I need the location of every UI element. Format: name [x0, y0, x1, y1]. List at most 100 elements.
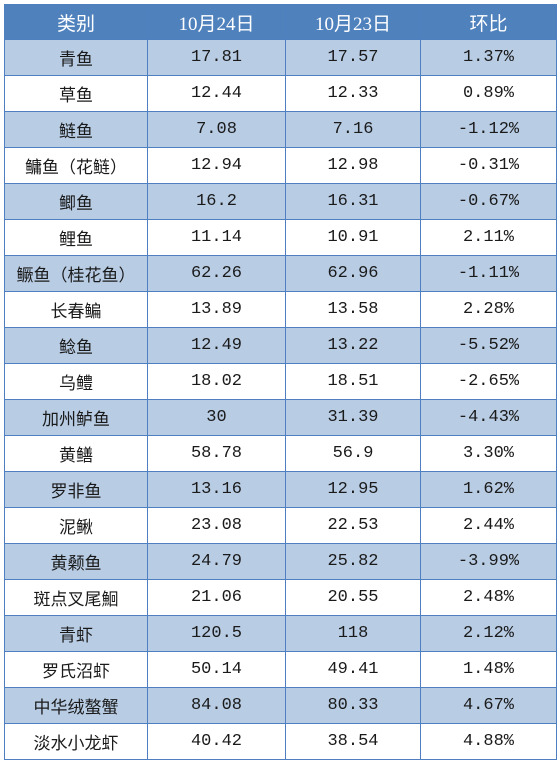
oct23-price-cell: 16.31 [285, 183, 421, 220]
oct23-price-cell: 22.53 [285, 507, 421, 544]
oct24-price-cell: 13.89 [147, 291, 286, 328]
change-cell: -1.11% [420, 255, 557, 292]
category-cell: 黄鳝 [4, 435, 148, 472]
oct23-price-cell: 31.39 [285, 399, 421, 436]
table-row: 青虾 120.5 118 2.12% [4, 615, 557, 652]
change-cell: 2.44% [420, 507, 557, 544]
change-cell: -3.99% [420, 543, 557, 580]
table-row: 长春鳊 13.89 13.58 2.28% [4, 291, 557, 328]
table-row: 乌鳢 18.02 18.51 -2.65% [4, 363, 557, 400]
change-cell: 1.48% [420, 651, 557, 688]
table-row: 青鱼 17.81 17.57 1.37% [4, 39, 557, 76]
table-header: 类别 10月24日 10月23日 环比 [4, 4, 557, 40]
category-cell: 长春鳊 [4, 291, 148, 328]
category-cell: 乌鳢 [4, 363, 148, 400]
header-row: 类别 10月24日 10月23日 环比 [4, 4, 557, 40]
oct24-price-cell: 18.02 [147, 363, 286, 400]
oct23-price-cell: 62.96 [285, 255, 421, 292]
table-row: 鲶鱼 12.49 13.22 -5.52% [4, 327, 557, 364]
oct24-price-cell: 21.06 [147, 579, 286, 616]
table-row: 草鱼 12.44 12.33 0.89% [4, 75, 557, 112]
oct23-price-cell: 80.33 [285, 687, 421, 724]
category-cell: 斑点叉尾鮰 [4, 579, 148, 616]
category-cell: 中华绒螯蟹 [4, 687, 148, 724]
oct23-price-cell: 38.54 [285, 723, 421, 760]
table-row: 加州鲈鱼 30 31.39 -4.43% [4, 399, 557, 436]
change-cell: -0.31% [420, 147, 557, 184]
oct23-price-cell: 13.22 [285, 327, 421, 364]
oct23-price-cell: 12.98 [285, 147, 421, 184]
category-cell: 鲫鱼 [4, 183, 148, 220]
price-table: 类别 10月24日 10月23日 环比 青鱼 17.81 17.57 1.37% 草鱼 1… [4, 4, 557, 760]
category-cell: 罗氏沼虾 [4, 651, 148, 688]
category-cell: 草鱼 [4, 75, 148, 112]
category-cell: 鲤鱼 [4, 219, 148, 256]
category-cell: 鳜鱼（桂花鱼） [4, 255, 148, 292]
oct23-price-cell: 7.16 [285, 111, 421, 148]
category-cell: 鲢鱼 [4, 111, 148, 148]
oct24-price-cell: 12.44 [147, 75, 286, 112]
oct24-price-cell: 120.5 [147, 615, 286, 652]
oct23-price-cell: 13.58 [285, 291, 421, 328]
table-row: 罗氏沼虾 50.14 49.41 1.48% [4, 651, 557, 688]
table-row: 黄鳝 58.78 56.9 3.30% [4, 435, 557, 472]
oct24-price-cell: 12.49 [147, 327, 286, 364]
oct24-price-cell: 17.81 [147, 39, 286, 76]
oct23-price-cell: 17.57 [285, 39, 421, 76]
oct23-price-cell: 25.82 [285, 543, 421, 580]
table-row: 泥鳅 23.08 22.53 2.44% [4, 507, 557, 544]
table-row: 中华绒螯蟹 84.08 80.33 4.67% [4, 687, 557, 724]
oct24-price-cell: 12.94 [147, 147, 286, 184]
oct24-price-cell: 50.14 [147, 651, 286, 688]
oct24-price-cell: 40.42 [147, 723, 286, 760]
oct24-price-cell: 11.14 [147, 219, 286, 256]
oct23-price-cell: 49.41 [285, 651, 421, 688]
change-cell: -0.67% [420, 183, 557, 220]
oct24-price-cell: 23.08 [147, 507, 286, 544]
oct23-price-cell: 12.33 [285, 75, 421, 112]
change-cell: 2.11% [420, 219, 557, 256]
oct24-price-cell: 58.78 [147, 435, 286, 472]
change-cell: 4.67% [420, 687, 557, 724]
column-header-category: 类别 [4, 4, 148, 40]
change-cell: -2.65% [420, 363, 557, 400]
change-cell: 2.12% [420, 615, 557, 652]
change-cell: -4.43% [420, 399, 557, 436]
table-row: 淡水小龙虾 40.42 38.54 4.88% [4, 723, 557, 760]
table-row: 鲢鱼 7.08 7.16 -1.12% [4, 111, 557, 148]
table-row: 鳜鱼（桂花鱼） 62.26 62.96 -1.11% [4, 255, 557, 292]
oct24-price-cell: 13.16 [147, 471, 286, 508]
change-cell: 1.37% [420, 39, 557, 76]
table-row: 黄颡鱼 24.79 25.82 -3.99% [4, 543, 557, 580]
table-row: 鳙鱼（花鲢） 12.94 12.98 -0.31% [4, 147, 557, 184]
category-cell: 青鱼 [4, 39, 148, 76]
change-cell: 4.88% [420, 723, 557, 760]
oct23-price-cell: 56.9 [285, 435, 421, 472]
change-cell: 3.30% [420, 435, 557, 472]
oct23-price-cell: 12.95 [285, 471, 421, 508]
table-body: 青鱼 17.81 17.57 1.37% 草鱼 12.44 12.33 0.89% 鲢鱼 7.08… [4, 39, 557, 760]
oct24-price-cell: 7.08 [147, 111, 286, 148]
category-cell: 淡水小龙虾 [4, 723, 148, 760]
table-row: 鲤鱼 11.14 10.91 2.11% [4, 219, 557, 256]
change-cell: 2.48% [420, 579, 557, 616]
oct23-price-cell: 118 [285, 615, 421, 652]
column-header-oct23: 10月23日 [285, 4, 421, 40]
category-cell: 泥鳅 [4, 507, 148, 544]
change-cell: 0.89% [420, 75, 557, 112]
table-row: 鲫鱼 16.2 16.31 -0.67% [4, 183, 557, 220]
column-header-oct24: 10月24日 [147, 4, 286, 40]
table-row: 罗非鱼 13.16 12.95 1.62% [4, 471, 557, 508]
oct24-price-cell: 84.08 [147, 687, 286, 724]
category-cell: 罗非鱼 [4, 471, 148, 508]
change-cell: 1.62% [420, 471, 557, 508]
oct23-price-cell: 10.91 [285, 219, 421, 256]
category-cell: 黄颡鱼 [4, 543, 148, 580]
category-cell: 青虾 [4, 615, 148, 652]
table-row: 斑点叉尾鮰 21.06 20.55 2.48% [4, 579, 557, 616]
category-cell: 鳙鱼（花鲢） [4, 147, 148, 184]
change-cell: -1.12% [420, 111, 557, 148]
change-cell: 2.28% [420, 291, 557, 328]
oct24-price-cell: 16.2 [147, 183, 286, 220]
column-header-change: 环比 [420, 4, 557, 40]
